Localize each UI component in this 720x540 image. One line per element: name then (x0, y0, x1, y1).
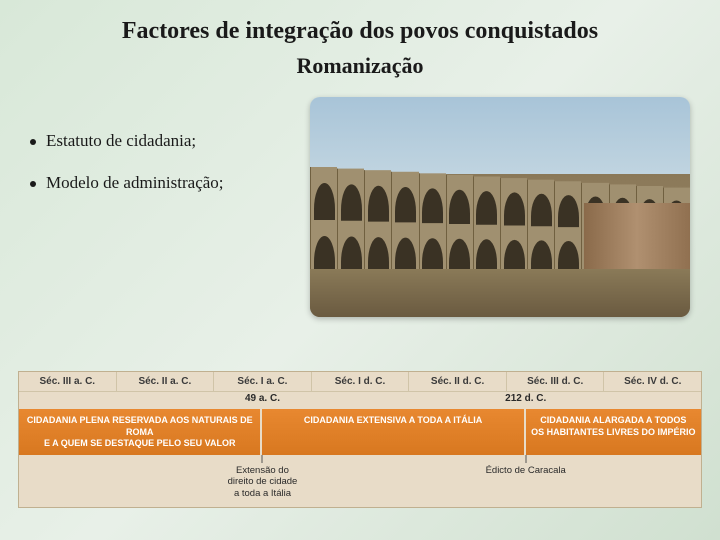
timeline-bar: CIDADANIA EXTENSIVA A TODA A ITÁLIA (262, 409, 525, 455)
timeline-bars: CIDADANIA PLENA RESERVADA AOS NATURAIS D… (19, 409, 701, 455)
photo-wrap (296, 97, 690, 317)
timeline-century-cell: Séc. IV d. C. (604, 372, 701, 391)
bullet-item: Estatuto de cidadania; (30, 131, 280, 151)
timeline-key-date: 212 d. C. (505, 393, 546, 404)
bullet-item: Modelo de administração; (30, 173, 280, 193)
timeline-bar: CIDADANIA ALARGADA A TODOS OS HABITANTES… (526, 409, 701, 455)
timeline-bar: CIDADANIA PLENA RESERVADA AOS NATURAIS D… (19, 409, 262, 455)
bullet-text: Modelo de administração; (46, 173, 224, 193)
arch-column (364, 171, 391, 273)
timeline-century-cell: Séc. II a. C. (117, 372, 215, 391)
timeline-century-cell: Séc. III d. C. (507, 372, 605, 391)
bullet-text: Estatuto de cidadania; (46, 131, 196, 151)
buildings-silhouette (584, 203, 690, 278)
timeline-century-cell: Séc. III a. C. (19, 372, 117, 391)
timeline: Séc. III a. C.Séc. II a. C.Séc. I a. C.S… (18, 371, 702, 508)
timeline-header: Séc. III a. C.Séc. II a. C.Séc. I a. C.S… (19, 372, 701, 391)
arch-column (337, 169, 364, 273)
plaza-ground (310, 269, 690, 317)
timeline-century-cell: Séc. I a. C. (214, 372, 312, 391)
timeline-dates: 49 a. C. 212 d. C. (19, 391, 701, 409)
aqueduct-photo (310, 97, 690, 317)
bullet-dot-icon (30, 181, 36, 187)
timeline-note: Extensão do direito de cidade a toda a I… (228, 465, 298, 499)
content-row: Estatuto de cidadania; Modelo de adminis… (30, 97, 690, 317)
arch-column (554, 182, 581, 273)
timeline-key-date: 49 a. C. (245, 393, 280, 404)
timeline-note-connector (262, 455, 263, 463)
arch-column (527, 180, 554, 273)
bullet-dot-icon (30, 139, 36, 145)
bullet-list: Estatuto de cidadania; Modelo de adminis… (30, 97, 280, 317)
arch-column (310, 167, 337, 273)
slide-subtitle: Romanização (30, 53, 690, 79)
arch-column (500, 178, 527, 273)
timeline-century-cell: Séc. II d. C. (409, 372, 507, 391)
arch-column (446, 175, 473, 273)
arch-column (473, 177, 500, 273)
slide: Factores de integração dos povos conquis… (0, 0, 720, 540)
timeline-notes: Extensão do direito de cidade a toda a I… (19, 455, 701, 507)
slide-title: Factores de integração dos povos conquis… (30, 18, 690, 45)
timeline-note-connector (525, 455, 526, 463)
timeline-century-cell: Séc. I d. C. (312, 372, 410, 391)
arch-column (391, 172, 418, 273)
arch-column (419, 174, 446, 273)
timeline-note: Édicto de Caracala (486, 465, 566, 476)
